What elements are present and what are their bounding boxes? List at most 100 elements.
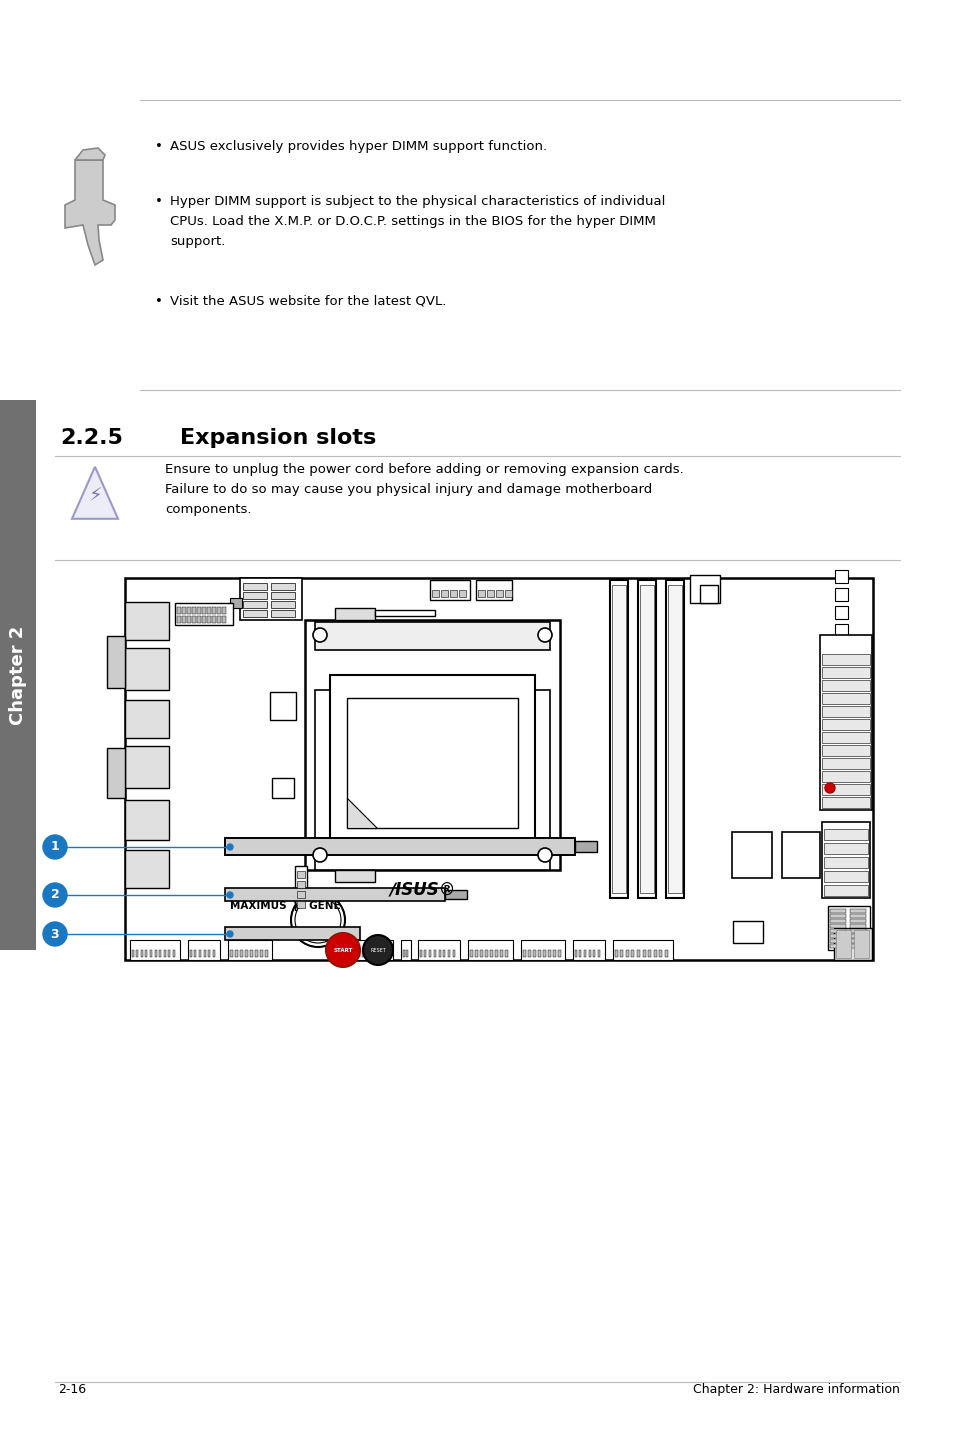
Bar [823, 871, 867, 881]
Bar [243, 582, 267, 590]
Text: components.: components. [165, 503, 252, 516]
Bar [476, 580, 512, 600]
Bar [578, 951, 580, 958]
Bar [361, 951, 364, 958]
Bar [499, 951, 502, 958]
Text: 2: 2 [51, 889, 59, 902]
Bar [265, 951, 268, 958]
Bar [254, 951, 257, 958]
Bar [174, 603, 233, 626]
Bar [700, 585, 718, 603]
Text: Hyper DIMM support is subject to the physical characteristics of individual: Hyper DIMM support is subject to the phy… [170, 196, 664, 209]
Bar [367, 951, 369, 958]
Bar [188, 940, 220, 961]
Bar [294, 866, 307, 910]
Bar [375, 610, 435, 615]
Circle shape [313, 628, 327, 641]
Text: Chapter 2: Chapter 2 [9, 626, 27, 725]
Bar [588, 951, 590, 958]
Text: MAXIMUS  V  GENE: MAXIMUS V GENE [230, 902, 340, 912]
Bar [296, 881, 305, 889]
Bar [444, 890, 467, 899]
Bar [125, 800, 169, 840]
Circle shape [43, 922, 67, 946]
Bar [829, 909, 845, 913]
Bar [202, 607, 206, 614]
Bar [537, 951, 540, 958]
Bar [438, 951, 440, 958]
Bar [849, 919, 865, 923]
Bar [829, 929, 845, 933]
Bar [834, 660, 847, 673]
Bar [619, 951, 622, 958]
Bar [107, 748, 125, 798]
Bar [130, 940, 180, 961]
Text: ∕ISUS®: ∕ISUS® [390, 880, 456, 897]
Bar [520, 940, 564, 961]
Text: START: START [333, 948, 353, 952]
Bar [187, 615, 191, 623]
Bar [834, 624, 847, 637]
Bar [834, 588, 847, 601]
Bar [849, 943, 865, 948]
Bar [654, 951, 657, 958]
Polygon shape [347, 798, 376, 828]
Text: 2-16: 2-16 [58, 1383, 86, 1396]
Bar [821, 823, 869, 897]
Bar [207, 615, 211, 623]
Bar [125, 649, 169, 690]
Bar [829, 943, 845, 948]
Bar [132, 951, 133, 958]
Text: •: • [154, 139, 163, 152]
Bar [243, 592, 267, 600]
Bar [314, 623, 550, 650]
Circle shape [43, 835, 67, 858]
Circle shape [824, 784, 834, 792]
Bar [486, 590, 494, 597]
Bar [212, 607, 215, 614]
Bar [442, 951, 444, 958]
Bar [495, 951, 497, 958]
Bar [553, 951, 556, 958]
Bar [823, 843, 867, 854]
Bar [271, 610, 294, 617]
Bar [314, 690, 550, 870]
Circle shape [537, 848, 552, 861]
Bar [429, 951, 431, 958]
Bar [225, 928, 359, 940]
Bar [821, 771, 869, 782]
Polygon shape [65, 160, 115, 265]
Bar [159, 951, 161, 958]
Bar [450, 590, 456, 597]
Bar [213, 951, 214, 958]
Bar [598, 951, 599, 958]
Bar [222, 607, 226, 614]
Bar [207, 607, 211, 614]
Bar [821, 745, 869, 756]
Bar [187, 607, 191, 614]
Bar [423, 951, 426, 958]
Bar [834, 715, 847, 728]
Polygon shape [75, 148, 105, 160]
Bar [372, 951, 374, 958]
Bar [125, 850, 169, 889]
Circle shape [313, 848, 327, 861]
Bar [470, 951, 473, 958]
Circle shape [537, 628, 552, 641]
Bar [821, 784, 869, 795]
Bar [477, 590, 484, 597]
Bar [192, 615, 195, 623]
Bar [823, 857, 867, 869]
Bar [212, 615, 215, 623]
Bar [820, 636, 871, 810]
Bar [417, 940, 459, 961]
Bar [400, 940, 411, 961]
Bar [386, 951, 388, 958]
Bar [216, 615, 221, 623]
Bar [849, 909, 865, 913]
Bar [475, 951, 477, 958]
Bar [406, 951, 408, 958]
Bar [125, 578, 872, 961]
Bar [834, 732, 847, 745]
Bar [853, 930, 868, 958]
